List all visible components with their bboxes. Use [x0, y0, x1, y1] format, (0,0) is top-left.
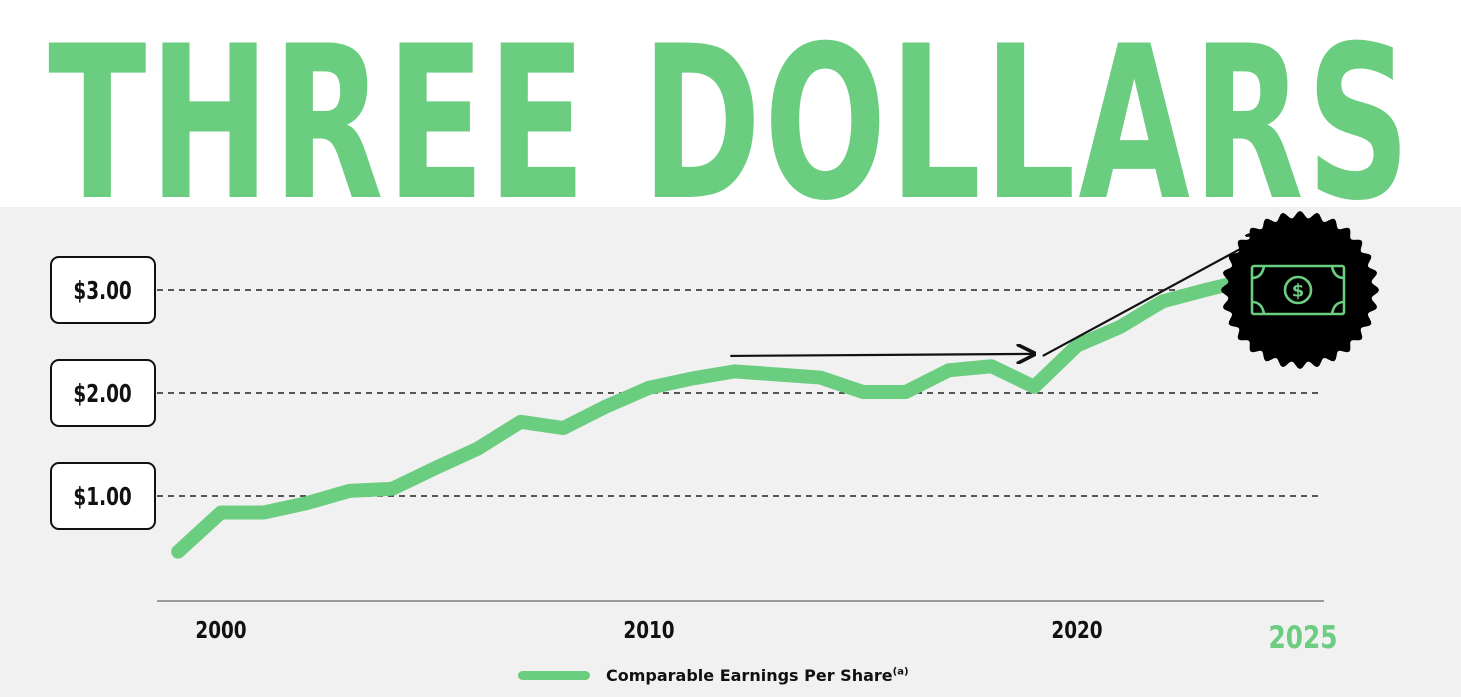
data-point-2014	[819, 377, 821, 379]
data-point-1999	[177, 551, 179, 553]
data-point-2001	[263, 511, 265, 513]
dollar-bill-icon: $	[1221, 211, 1379, 369]
x-tick-label-2010: 2010	[623, 618, 675, 644]
x-tick-label-2025: 2025	[1268, 620, 1338, 656]
data-point-2012	[734, 370, 736, 372]
growth-trend-arrow	[1042, 235, 1266, 357]
data-point-2000	[220, 511, 222, 513]
data-point-2019	[1033, 386, 1035, 388]
data-point-2010	[648, 387, 650, 389]
data-point-2013	[776, 373, 778, 375]
x-tick-label-2000: 2000	[195, 618, 247, 644]
series-line-comparable-eps	[171, 272, 1256, 559]
y-tick-label-3: $3.00	[50, 256, 156, 324]
svg-text:$: $	[1292, 281, 1305, 302]
y-tick-label-2: $2.00	[50, 359, 156, 427]
data-point-2009	[605, 405, 607, 407]
headline: THREE DOLLARS	[0, 0, 1461, 216]
data-point-2023	[1204, 289, 1206, 291]
data-point-2003	[348, 490, 350, 492]
x-tick-label-2020: 2020	[1051, 618, 1103, 644]
data-point-2022	[1162, 300, 1164, 302]
data-point-2007	[520, 421, 522, 423]
data-point-2017	[948, 369, 950, 371]
data-point-2018	[990, 365, 992, 367]
headline-text: THREE DOLLARS	[48, 0, 1413, 216]
data-point-2005	[434, 467, 436, 469]
data-point-2006	[477, 448, 479, 450]
y-tick-label-1: $1.00	[50, 462, 156, 530]
data-point-2011	[691, 378, 693, 380]
legend-label: Comparable Earnings Per Share(a)	[606, 666, 909, 685]
legend-swatch	[518, 671, 590, 680]
data-point-2002	[306, 502, 308, 504]
flat-trend-arrow	[730, 354, 1034, 356]
data-point-2004	[391, 488, 393, 490]
data-point-2015	[862, 391, 864, 393]
data-point-2008	[562, 427, 564, 429]
data-point-2020	[1076, 345, 1078, 347]
legend: Comparable Earnings Per Share(a)	[518, 666, 909, 685]
data-point-2021	[1119, 326, 1121, 328]
data-point-2016	[905, 391, 907, 393]
